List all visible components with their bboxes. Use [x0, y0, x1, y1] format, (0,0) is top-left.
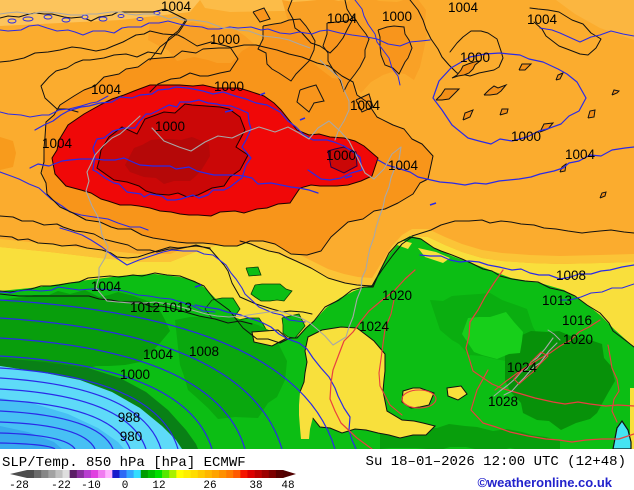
svg-text:1004: 1004 [91, 82, 122, 97]
svg-text:1004: 1004 [565, 147, 596, 162]
svg-text:988: 988 [118, 410, 141, 425]
svg-text:1004: 1004 [42, 136, 73, 151]
svg-text:1012: 1012 [130, 300, 160, 315]
svg-text:1000: 1000 [460, 50, 490, 65]
svg-text:1013: 1013 [162, 300, 192, 315]
svg-text:1028: 1028 [488, 394, 518, 409]
svg-text:-28: -28 [9, 480, 29, 490]
svg-text:0: 0 [122, 480, 129, 490]
svg-text:1024: 1024 [359, 319, 390, 334]
svg-text:1004: 1004 [350, 98, 381, 113]
svg-text:1004: 1004 [91, 279, 122, 294]
svg-text:1000: 1000 [326, 148, 356, 163]
svg-text:©weatheronline.co.uk: ©weatheronline.co.uk [477, 475, 612, 490]
svg-text:48: 48 [281, 480, 294, 490]
svg-text:Su 18–01–2026 12:00 UTC (12+48: Su 18–01–2026 12:00 UTC (12+48) [366, 454, 626, 470]
svg-text:1000: 1000 [155, 119, 185, 134]
svg-text:12: 12 [152, 480, 165, 490]
svg-text:1024: 1024 [507, 360, 538, 375]
svg-text:1008: 1008 [556, 268, 586, 283]
svg-text:1004: 1004 [161, 0, 192, 14]
svg-text:1013: 1013 [542, 293, 572, 308]
svg-text:1000: 1000 [120, 367, 150, 382]
svg-text:SLP/Temp. 850 hPa [hPa] ECMWF: SLP/Temp. 850 hPa [hPa] ECMWF [2, 455, 246, 471]
svg-text:1016: 1016 [562, 313, 592, 328]
svg-text:1000: 1000 [210, 32, 240, 47]
svg-text:1000: 1000 [214, 79, 244, 94]
svg-text:1008: 1008 [189, 344, 219, 359]
svg-text:1004: 1004 [527, 12, 558, 27]
svg-text:980: 980 [120, 429, 143, 444]
svg-text:1000: 1000 [382, 9, 412, 24]
svg-text:1000: 1000 [511, 129, 541, 144]
svg-text:-10: -10 [81, 480, 101, 490]
svg-text:26: 26 [203, 480, 216, 490]
svg-text:1004: 1004 [388, 158, 419, 173]
svg-text:1004: 1004 [143, 347, 174, 362]
svg-text:1004: 1004 [327, 11, 358, 26]
svg-text:1020: 1020 [563, 332, 593, 347]
svg-text:-22: -22 [51, 480, 71, 490]
svg-text:1004: 1004 [448, 0, 479, 15]
svg-text:38: 38 [249, 480, 262, 490]
svg-text:1020: 1020 [382, 288, 412, 303]
